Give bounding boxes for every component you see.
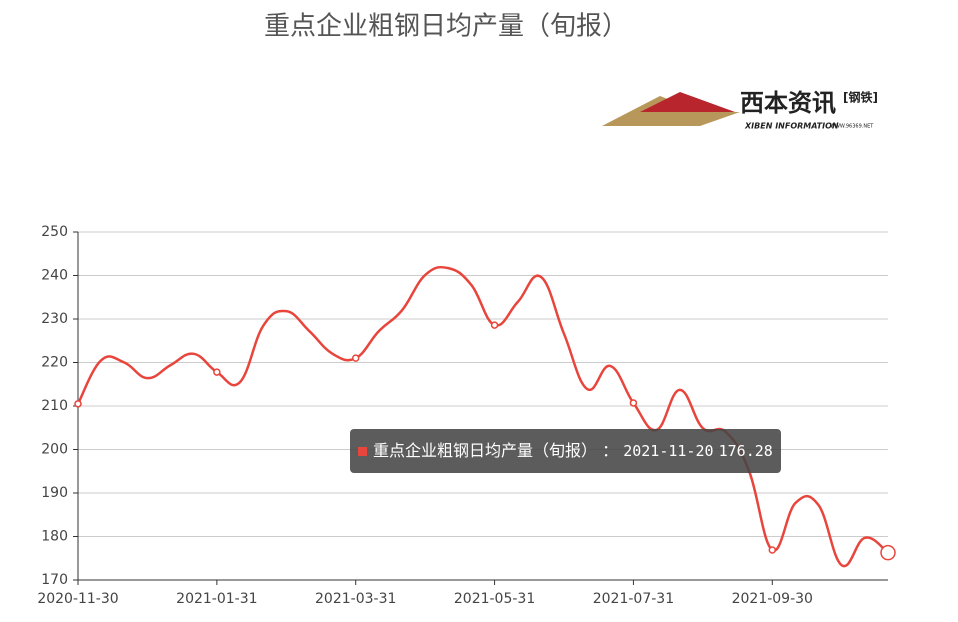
y-tick-label: 200 [41, 442, 68, 458]
logo-english: XIBEN INFORMATION [744, 122, 839, 131]
chart-title: 重点企业粗钢日均产量（旬报） [264, 12, 628, 42]
tooltip-separator: ： [597, 441, 624, 460]
logo-url: WWW.96369.NET [830, 124, 874, 130]
y-tick-label: 190 [41, 485, 68, 501]
tooltip-value: 176.28 [718, 442, 773, 460]
logo-name: 西本资讯 [740, 89, 836, 117]
y-tick-label: 220 [41, 355, 68, 371]
y-tick-label: 230 [41, 311, 68, 327]
y-tick-label: 240 [41, 268, 68, 284]
point [629, 399, 638, 407]
point [768, 546, 777, 554]
line [76, 265, 889, 568]
y-tick-label: 250 [41, 224, 68, 240]
x-tick-label: 2021-09-30 [732, 591, 813, 607]
logo-shape [640, 92, 735, 112]
point [880, 544, 896, 561]
y-tick-label: 180 [41, 529, 68, 545]
x-tick-label: 2020-11-30 [37, 591, 118, 607]
point [213, 368, 221, 376]
point [74, 400, 82, 408]
logo-tag: [钢铁] [843, 90, 878, 105]
tooltip-date: 2021-11-20 [623, 442, 714, 460]
y-tick-label: 210 [41, 398, 68, 414]
x-tick-label: 2021-03-31 [315, 591, 396, 607]
tooltip: 重点企业粗钢日均产量（旬报） ： 2021-11-20 176.28 [350, 429, 781, 473]
logo: 西本资讯 [钢铁] XIBEN INFORMATION WWW.96369.NE… [602, 89, 878, 131]
tooltip-series: 重点企业粗钢日均产量（旬报） [373, 441, 598, 460]
x-tick-label: 2021-01-31 [176, 591, 257, 607]
point [351, 354, 360, 362]
x-tick-label: 2021-05-31 [454, 591, 535, 607]
x-tick-label: 2021-07-31 [593, 591, 674, 607]
y-tick-label: 170 [41, 572, 68, 588]
tooltip-marker [358, 447, 367, 456]
point [490, 321, 499, 329]
